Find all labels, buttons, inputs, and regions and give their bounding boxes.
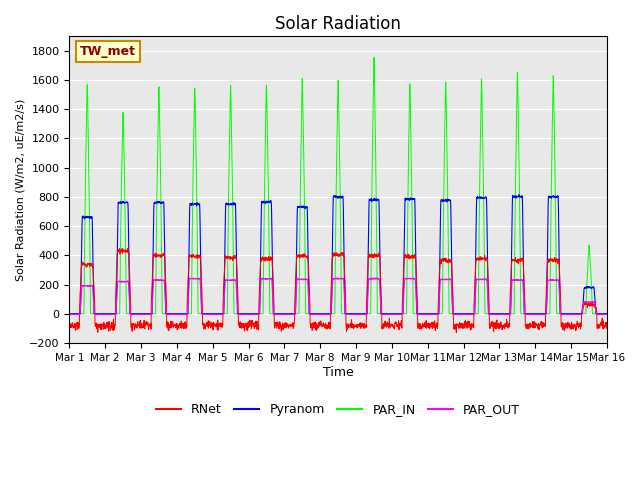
RNet	[571, 324, 579, 330]
PAR_OUT	[571, 312, 579, 317]
Pyranom	[603, 311, 611, 317]
PAR_OUT	[372, 275, 380, 281]
PAR_OUT	[216, 312, 223, 317]
PAR_OUT	[495, 312, 502, 317]
PAR_IN	[603, 311, 611, 317]
Pyranom	[354, 311, 362, 317]
Pyranom	[65, 311, 73, 317]
PAR_IN	[571, 311, 579, 317]
Line: Pyranom: Pyranom	[69, 195, 607, 314]
Legend: RNet, Pyranom, PAR_IN, PAR_OUT: RNet, Pyranom, PAR_IN, PAR_OUT	[151, 398, 525, 421]
PAR_OUT	[65, 312, 73, 317]
Text: TW_met: TW_met	[80, 45, 136, 58]
PAR_IN	[495, 311, 502, 317]
Pyranom	[365, 197, 373, 203]
RNet	[556, 278, 564, 284]
PAR_OUT	[365, 276, 373, 281]
Title: Solar Radiation: Solar Radiation	[275, 15, 401, 33]
PAR_IN	[365, 311, 373, 317]
RNet	[65, 319, 73, 325]
PAR_IN	[216, 311, 223, 317]
PAR_IN	[65, 311, 73, 317]
RNet	[365, 252, 373, 258]
RNet	[216, 321, 223, 327]
Line: RNet: RNet	[69, 248, 607, 333]
PAR_OUT	[556, 297, 563, 302]
RNet	[603, 324, 611, 330]
Line: PAR_OUT: PAR_OUT	[69, 278, 607, 314]
RNet	[124, 245, 131, 251]
PAR_IN	[371, 54, 378, 60]
PAR_OUT	[603, 312, 611, 317]
Pyranom	[216, 311, 223, 317]
PAR_IN	[556, 311, 563, 317]
X-axis label: Time: Time	[323, 365, 353, 379]
RNet	[452, 330, 460, 336]
RNet	[495, 324, 502, 330]
RNet	[354, 322, 362, 327]
Pyranom	[556, 284, 563, 290]
Pyranom	[571, 311, 579, 317]
Y-axis label: Solar Radiation (W/m2, uE/m2/s): Solar Radiation (W/m2, uE/m2/s)	[15, 98, 25, 281]
Pyranom	[515, 192, 523, 198]
PAR_IN	[354, 311, 362, 317]
Pyranom	[494, 311, 502, 317]
Line: PAR_IN: PAR_IN	[69, 57, 607, 314]
PAR_OUT	[354, 312, 362, 317]
